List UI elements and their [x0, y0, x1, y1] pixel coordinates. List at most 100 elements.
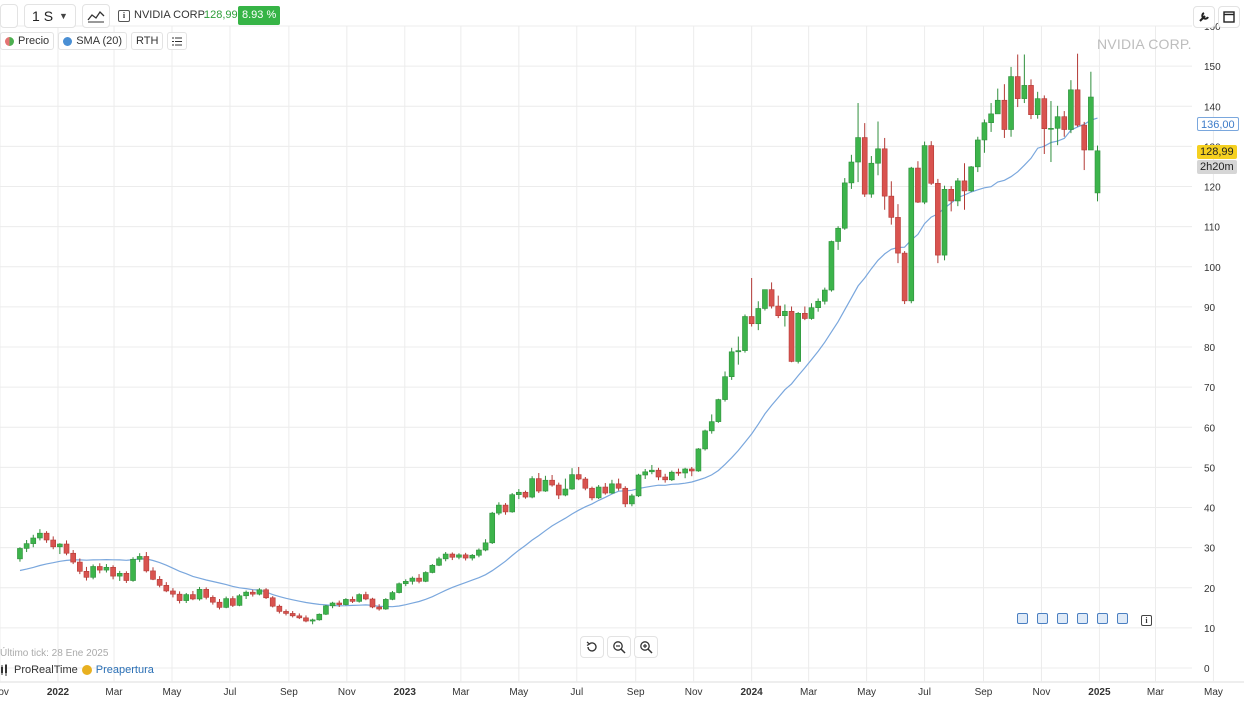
candle-body [728, 351, 735, 377]
wrench-icon[interactable] [1193, 6, 1215, 28]
candle-body [708, 421, 715, 432]
candle-body [489, 512, 496, 544]
candle-body [329, 602, 336, 607]
timeframe-handle[interactable] [0, 4, 18, 28]
event-calendar-icon[interactable] [1057, 613, 1068, 624]
candle-body [968, 166, 974, 192]
candle-body [875, 148, 881, 164]
candle-body [482, 542, 489, 551]
reset-zoom-button[interactable] [580, 636, 604, 658]
candle-body [203, 589, 210, 598]
y-tick-label: 70 [1204, 383, 1216, 394]
x-tick-label: Mar [800, 687, 818, 698]
candle-body [1061, 116, 1068, 130]
candle-body [609, 483, 615, 494]
y-tick-label: 40 [1204, 504, 1216, 515]
candle-body [595, 486, 602, 499]
event-calendar-icon[interactable] [1037, 613, 1048, 624]
candle-body [815, 300, 821, 308]
candle-body [43, 532, 50, 541]
event-calendar-icon[interactable] [1117, 613, 1128, 624]
candle-body [788, 310, 795, 362]
legend-price-label: Precio [18, 35, 50, 47]
candle-body [190, 594, 196, 600]
candle-body [828, 241, 835, 291]
event-calendar-icon[interactable] [1097, 613, 1108, 624]
candle-body [516, 491, 522, 495]
candle-body [376, 606, 382, 610]
y-tick-label: 50 [1204, 463, 1216, 474]
legend-price[interactable]: Precio [0, 32, 55, 50]
candle-body [143, 556, 150, 572]
candle-body [402, 581, 409, 585]
sma-dot-icon [63, 36, 73, 46]
candles [17, 53, 1101, 625]
legend-sma[interactable]: SMA (20) [58, 32, 128, 50]
candle-body [382, 599, 389, 610]
chevron-down-icon: ▼ [59, 11, 68, 21]
x-tick-label: May [509, 687, 528, 698]
candle-body [1068, 89, 1074, 130]
candle-body [163, 585, 170, 592]
chart-watermark: NVIDIA CORP. [1097, 36, 1192, 52]
symbol-name: NVIDIA CORP. [134, 9, 207, 21]
candle-body [762, 289, 768, 309]
zoom-out-button[interactable] [607, 636, 631, 658]
candle-body [1034, 98, 1041, 115]
x-tick-label: Sep [975, 687, 993, 698]
x-tick-label: Mar [452, 687, 470, 698]
candle-body [269, 597, 276, 607]
candle-body [735, 350, 742, 353]
candle-body [582, 478, 589, 489]
candle-body [303, 617, 309, 622]
candle-body [549, 479, 555, 486]
candle-body [948, 189, 954, 202]
change-badge: 8.93 % [238, 6, 281, 25]
candle-body [895, 217, 901, 254]
candle-body [822, 289, 828, 302]
candle-body [509, 494, 515, 513]
candle-body [363, 594, 369, 600]
candle-body [103, 566, 110, 571]
candle-body [156, 579, 163, 586]
chart-type-button[interactable] [82, 4, 110, 28]
period-select[interactable]: 1 S ▼ [24, 4, 76, 28]
candle-body [116, 573, 123, 577]
info-icon[interactable]: i [118, 10, 130, 22]
x-tick-label: 2024 [741, 687, 764, 698]
candle-body [496, 504, 502, 514]
y-tick-label: 0 [1204, 664, 1210, 675]
candle-body [961, 180, 968, 192]
x-tick-label: 2025 [1088, 687, 1111, 698]
event-calendar-icon[interactable] [1017, 613, 1028, 624]
candles-logo-icon [1, 664, 7, 676]
candle-body [1021, 85, 1028, 99]
candle-body [449, 553, 456, 558]
candle-body [635, 474, 642, 497]
window-icon[interactable] [1218, 6, 1240, 28]
candle-body [396, 583, 402, 593]
event-calendar-icon[interactable] [1077, 613, 1088, 624]
candle-body [389, 592, 396, 600]
event-info-icon[interactable]: i [1141, 615, 1152, 626]
clock-icon [81, 665, 92, 675]
countdown-tag: 2h20m [1197, 160, 1237, 174]
candle-body [1001, 99, 1008, 130]
candle-body [422, 572, 429, 582]
candle-body [30, 537, 37, 544]
candle-body [1008, 76, 1014, 130]
candle-body [695, 448, 702, 472]
candle-body [915, 167, 921, 203]
candle-body [223, 598, 229, 608]
candle-body [615, 483, 622, 489]
legend-rth[interactable]: RTH [131, 32, 164, 50]
zoom-in-button[interactable] [634, 636, 658, 658]
y-tick-label: 30 [1204, 544, 1216, 555]
candle-body [848, 161, 855, 184]
reset-icon [586, 641, 597, 652]
list-icon[interactable] [167, 32, 188, 50]
candle-body [974, 139, 981, 168]
x-axis: Nov 2022 Mar May Jul Sep Nov 2023 Mar May Jul Sep No… [0, 687, 1223, 698]
candle-body [96, 566, 103, 571]
